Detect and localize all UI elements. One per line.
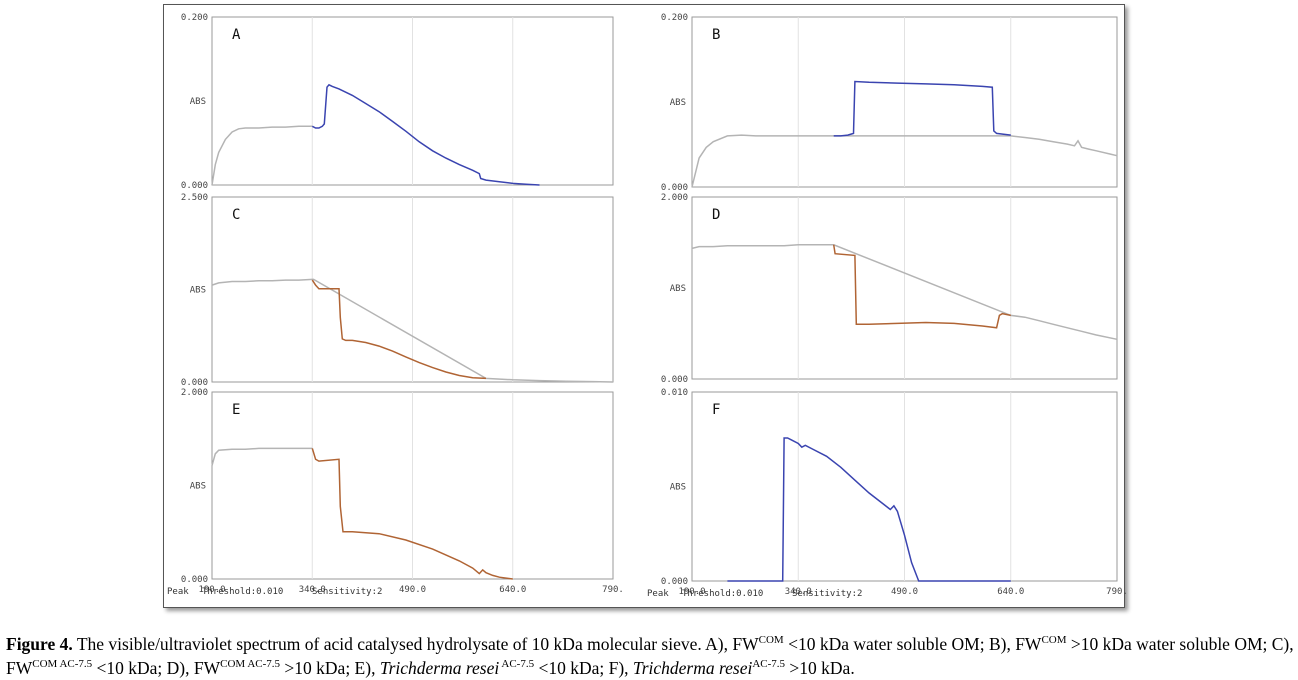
y-tick-top: 2.000: [181, 388, 208, 398]
x-tick-label: 790.: [1106, 587, 1128, 597]
x-tick-label: 340.0: [299, 585, 326, 595]
y-tick-bottom: 0.000: [661, 183, 688, 193]
series-line-1: [211, 278, 614, 383]
x-tick-label: 190.0: [678, 587, 705, 597]
x-tick-label: 640.0: [997, 587, 1024, 597]
y-axis-label: ABS: [190, 286, 206, 296]
y-tick-bottom: 0.000: [181, 181, 208, 191]
spectra-plots: 0.200 0.000 ABS A 0.200 0.000 ABS B 2.500 0.000 AB…: [167, 13, 1128, 599]
figure-caption: Figure 4. The visible/ultraviolet spectr…: [6, 633, 1294, 678]
series-line-2: [833, 80, 1011, 137]
panel-letter: B: [712, 27, 720, 43]
y-axis-label: ABS: [670, 98, 686, 108]
y-tick-bottom: 0.000: [661, 577, 688, 587]
x-tick-label: 640.0: [499, 585, 526, 595]
series-line-1: [211, 125, 313, 186]
series-line-2: [311, 83, 540, 186]
y-axis-label: ABS: [670, 284, 686, 294]
y-axis-label: ABS: [190, 97, 206, 107]
x-axis-bottom: 190.0 340.0 490.0 640.0 790. Peak Threshold:0.…: [167, 585, 624, 597]
panel-letter: E: [232, 402, 240, 418]
x-tick-label: 490.0: [399, 585, 426, 595]
series-line-1: [211, 447, 313, 466]
x-tick-label: 340.0: [785, 587, 812, 597]
panel-letter: F: [712, 402, 720, 418]
y-tick-bottom: 0.000: [661, 375, 688, 385]
panel-b: 0.200 0.000 ABS B: [661, 13, 1118, 193]
panel-e: 2.000 0.000 ABS E: [181, 388, 614, 585]
footer-peak: Peak: [647, 589, 669, 599]
series-line-1: [691, 244, 1118, 341]
x-tick-label: 490.0: [891, 587, 918, 597]
x-axis-bottom: 190.0 340.0 490.0 640.0 790. Peak Threshold:0.…: [647, 587, 1128, 599]
panel-d: 2.000 0.000 ABS D: [661, 193, 1118, 385]
panel-c: 2.500 0.000 ABS C: [181, 193, 614, 388]
y-tick-top: 0.200: [661, 13, 688, 23]
panel-a: 0.200 0.000 ABS A: [181, 13, 614, 191]
panel-letter: C: [232, 207, 240, 223]
panel-f: 0.010 0.000 ABS F: [661, 388, 1118, 587]
x-tick-label: 790.: [602, 585, 624, 595]
series-line-2: [311, 279, 487, 380]
panel-letter: A: [232, 27, 241, 43]
panel-letter: D: [712, 207, 720, 223]
y-axis-label: ABS: [190, 482, 206, 492]
y-axis-label: ABS: [670, 483, 686, 493]
caption-label: Figure 4.: [6, 633, 73, 654]
y-tick-bottom: 0.000: [181, 378, 208, 388]
x-tick-label: 190.0: [198, 585, 225, 595]
series-line-1: [727, 437, 1011, 582]
series-line-2: [311, 448, 513, 580]
series-line-2: [832, 244, 1011, 329]
y-tick-bottom: 0.000: [181, 575, 208, 585]
y-tick-top: 0.010: [661, 388, 688, 398]
footer-threshold: Threshold:0.010: [682, 589, 763, 599]
y-tick-top: 2.500: [181, 193, 208, 203]
y-tick-top: 2.000: [661, 193, 688, 203]
footer-threshold: Threshold:0.010: [202, 587, 283, 597]
footer-peak: Peak: [167, 587, 189, 597]
footer-sensitivity: Sensitivity:2: [312, 587, 382, 597]
y-tick-top: 0.200: [181, 13, 208, 23]
footer-sensitivity: Sensitivity:2: [792, 589, 862, 599]
